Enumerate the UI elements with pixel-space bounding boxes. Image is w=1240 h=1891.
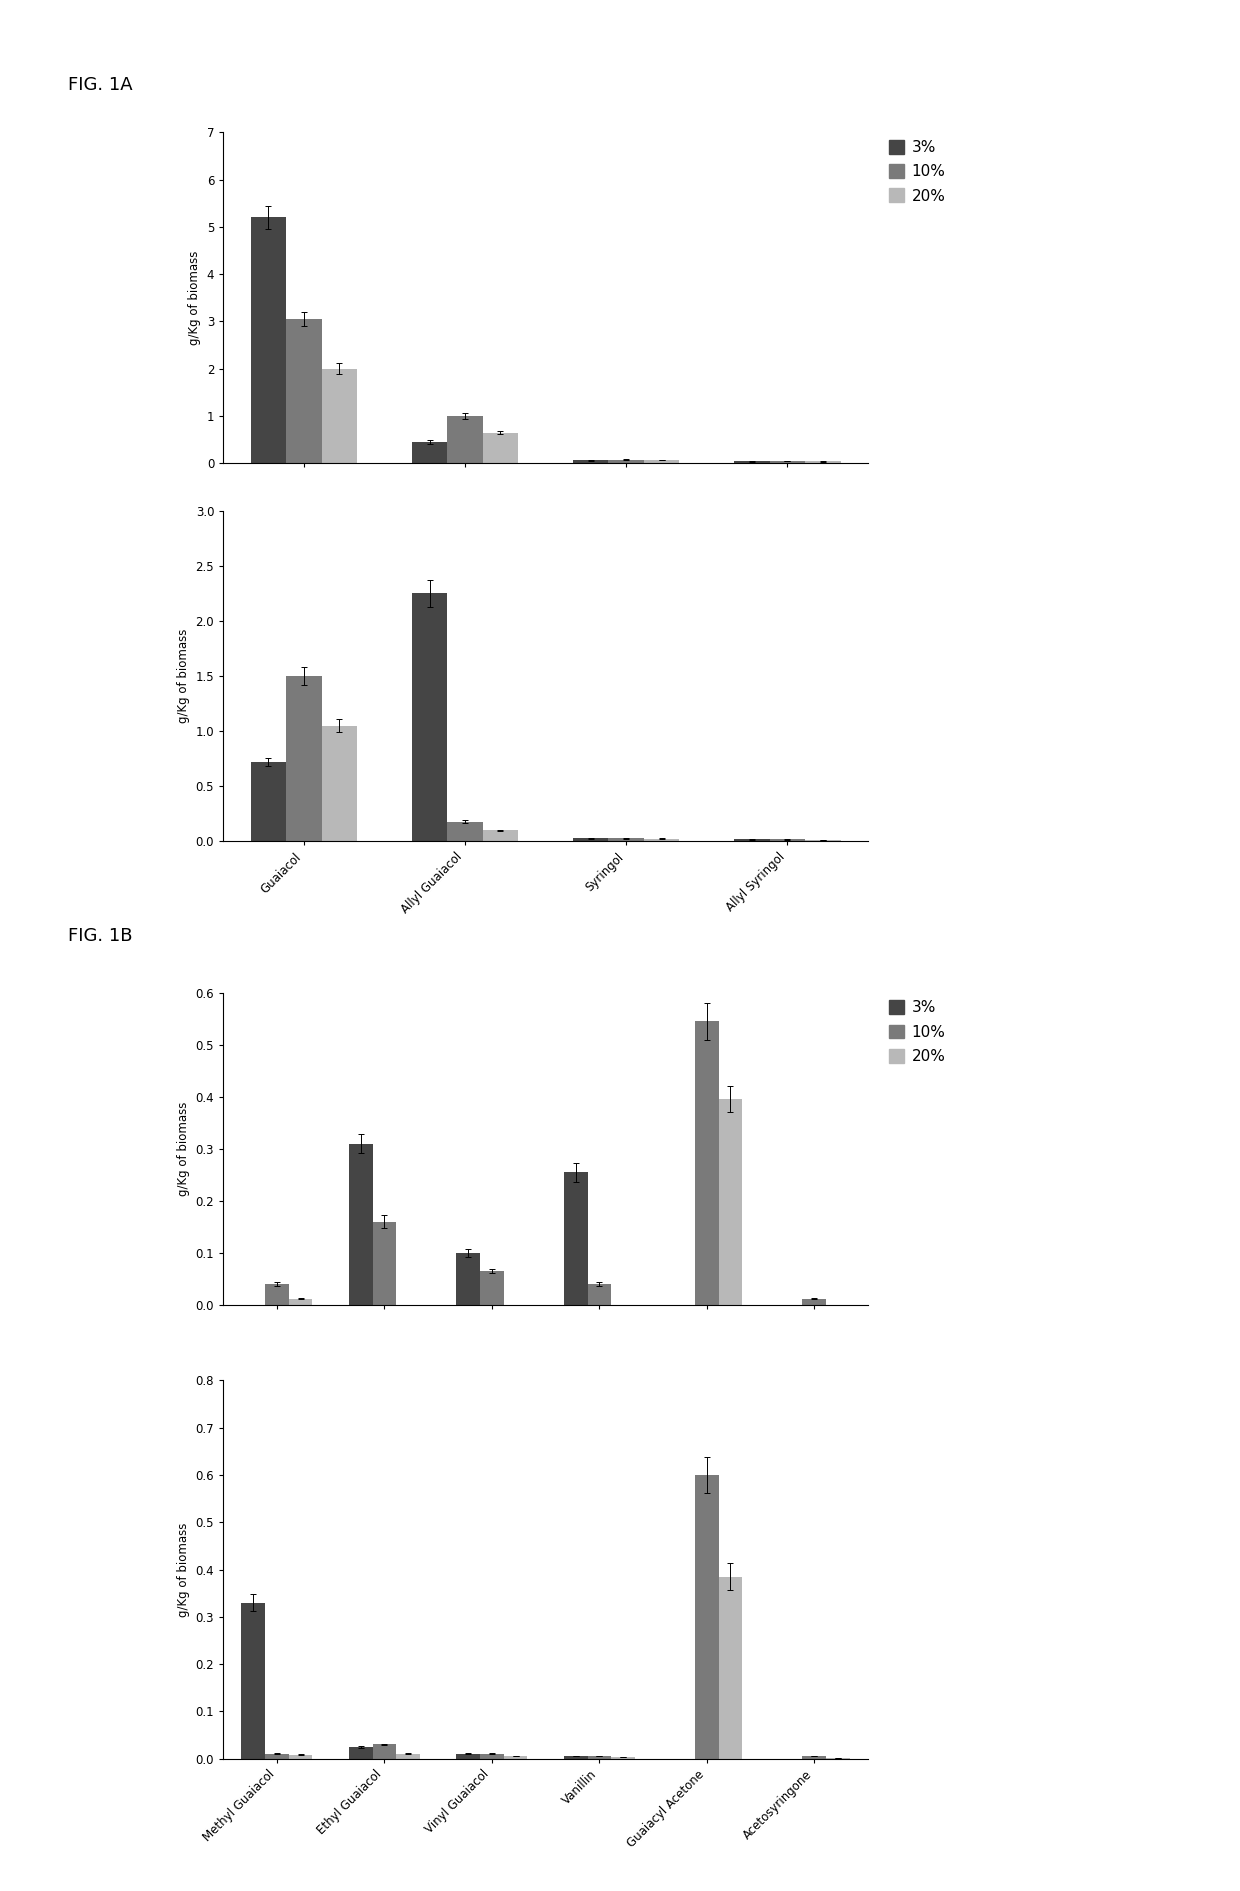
Bar bbox=[564, 1757, 588, 1759]
Bar bbox=[734, 461, 770, 463]
Bar bbox=[250, 762, 286, 841]
Bar bbox=[694, 1021, 719, 1305]
Bar bbox=[588, 1757, 611, 1759]
Bar bbox=[372, 1744, 397, 1759]
Legend: 3%, 10%, 20%: 3%, 10%, 20% bbox=[889, 140, 945, 204]
Bar bbox=[412, 442, 448, 463]
Text: FIG. 1B: FIG. 1B bbox=[68, 927, 133, 946]
Bar bbox=[573, 461, 609, 463]
Bar bbox=[286, 320, 321, 463]
Bar bbox=[482, 433, 518, 463]
Bar bbox=[719, 1577, 743, 1759]
Bar bbox=[265, 1755, 289, 1759]
Legend: 3%, 10%, 20%: 3%, 10%, 20% bbox=[889, 1000, 945, 1065]
Bar bbox=[321, 726, 357, 841]
Bar bbox=[286, 675, 321, 841]
Bar bbox=[770, 840, 805, 841]
Y-axis label: g/Kg of biomass: g/Kg of biomass bbox=[177, 630, 190, 722]
Bar bbox=[734, 840, 770, 841]
Bar bbox=[644, 460, 680, 463]
Bar bbox=[644, 840, 680, 841]
Bar bbox=[448, 821, 482, 841]
Text: FIG. 1A: FIG. 1A bbox=[68, 76, 133, 95]
Bar bbox=[482, 830, 518, 841]
Bar bbox=[573, 838, 609, 841]
Y-axis label: g/Kg of biomass: g/Kg of biomass bbox=[177, 1522, 190, 1617]
Bar bbox=[802, 1299, 826, 1305]
Bar bbox=[802, 1757, 826, 1759]
Bar bbox=[372, 1222, 397, 1305]
Bar bbox=[348, 1747, 372, 1759]
Bar bbox=[770, 461, 805, 463]
Bar bbox=[412, 594, 448, 841]
Bar bbox=[564, 1172, 588, 1305]
Bar bbox=[348, 1144, 372, 1305]
Y-axis label: g/Kg of biomass: g/Kg of biomass bbox=[177, 1102, 190, 1195]
Bar bbox=[694, 1475, 719, 1759]
Bar bbox=[456, 1755, 480, 1759]
Bar bbox=[289, 1755, 312, 1759]
Bar bbox=[609, 460, 644, 463]
Y-axis label: g/Kg of biomass: g/Kg of biomass bbox=[188, 252, 201, 344]
Bar bbox=[321, 369, 357, 463]
Bar bbox=[289, 1299, 312, 1305]
Bar bbox=[609, 838, 644, 841]
Bar bbox=[242, 1602, 265, 1759]
Bar bbox=[480, 1755, 503, 1759]
Bar bbox=[456, 1254, 480, 1305]
Bar bbox=[503, 1757, 527, 1759]
Bar bbox=[265, 1284, 289, 1305]
Bar bbox=[719, 1099, 743, 1305]
Bar bbox=[250, 217, 286, 463]
Bar bbox=[588, 1284, 611, 1305]
Bar bbox=[805, 461, 841, 463]
Bar bbox=[448, 416, 482, 463]
Bar bbox=[480, 1271, 503, 1305]
Bar bbox=[397, 1755, 420, 1759]
